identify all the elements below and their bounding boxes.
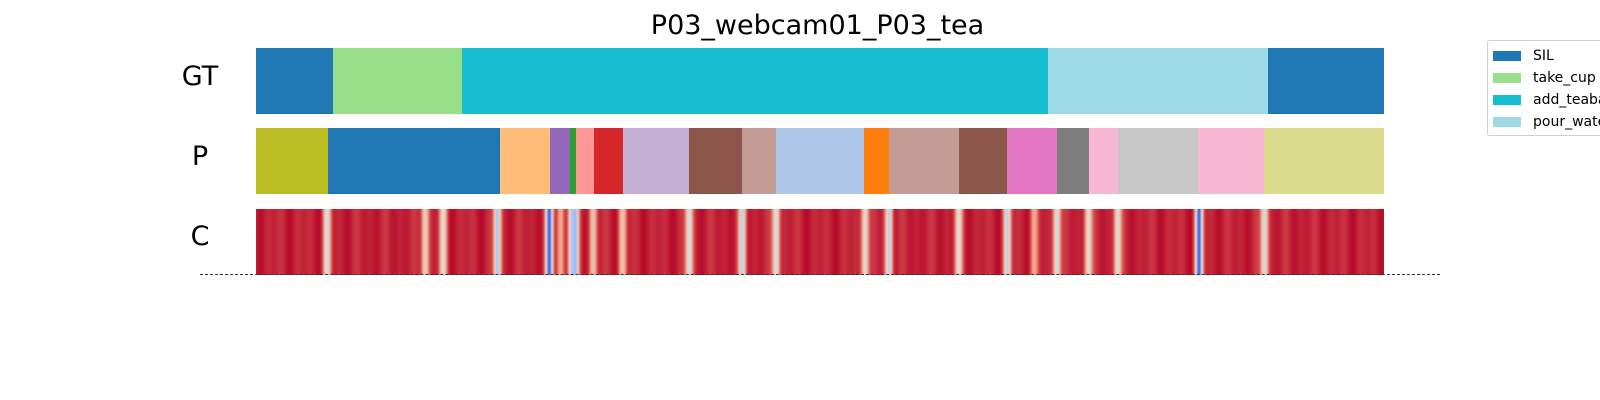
dashed-baseline (200, 274, 1440, 275)
legend-entry: add_teabag (1488, 89, 1600, 111)
legend-swatch (1493, 117, 1521, 127)
prediction-segment-12 (888, 128, 959, 194)
prediction-segment-5 (576, 128, 595, 194)
prediction-segment-2 (499, 128, 551, 194)
prediction-segment-16 (1089, 128, 1118, 194)
legend-label: add_teabag (1533, 92, 1600, 108)
prediction-segment-10 (775, 128, 864, 194)
gt-segment-4 (1267, 48, 1384, 114)
prediction-segment-8 (689, 128, 743, 194)
gt-segment-3 (1047, 48, 1268, 114)
prediction-segment-6 (594, 128, 623, 194)
prediction-segment-14 (1007, 128, 1057, 194)
confidence-heatmap (256, 209, 1384, 275)
prediction-segment-0 (256, 128, 329, 194)
legend-swatch (1493, 95, 1521, 105)
prediction-segment-18 (1197, 128, 1265, 194)
prediction-segment-17 (1117, 128, 1198, 194)
legend-entry: pour_water (1488, 111, 1600, 133)
legend-label: pour_water (1533, 114, 1600, 130)
legend: SIL take_cup add_teabag pour_water (1487, 40, 1600, 136)
prediction-segment-4 (569, 128, 577, 194)
prediction-segment-7 (622, 128, 690, 194)
prediction-segment-19 (1264, 128, 1384, 194)
legend-label: take_cup (1533, 70, 1596, 86)
legend-swatch (1493, 51, 1521, 61)
prediction-segment-13 (958, 128, 1008, 194)
legend-entry: SIL (1488, 45, 1600, 67)
ground-truth-strip (256, 48, 1384, 114)
legend-entry: take_cup (1488, 67, 1600, 89)
gt-segment-0 (256, 48, 333, 114)
gt-segment-2 (462, 48, 1048, 114)
prediction-strip (256, 128, 1384, 194)
legend-swatch (1493, 73, 1521, 83)
legend-label: SIL (1533, 48, 1554, 64)
confidence-strip (256, 209, 1384, 275)
prediction-segment-1 (328, 128, 500, 194)
prediction-segment-9 (742, 128, 776, 194)
gt-segment-1 (332, 48, 463, 114)
prediction-segment-11 (863, 128, 889, 194)
chart-title: P03_webcam01_P03_tea (650, 10, 985, 41)
prediction-segment-3 (550, 128, 570, 194)
prediction-segment-15 (1056, 128, 1090, 194)
row-label-p: P (191, 141, 209, 172)
row-label-gt: GT (181, 61, 219, 92)
row-label-c: C (190, 221, 210, 252)
